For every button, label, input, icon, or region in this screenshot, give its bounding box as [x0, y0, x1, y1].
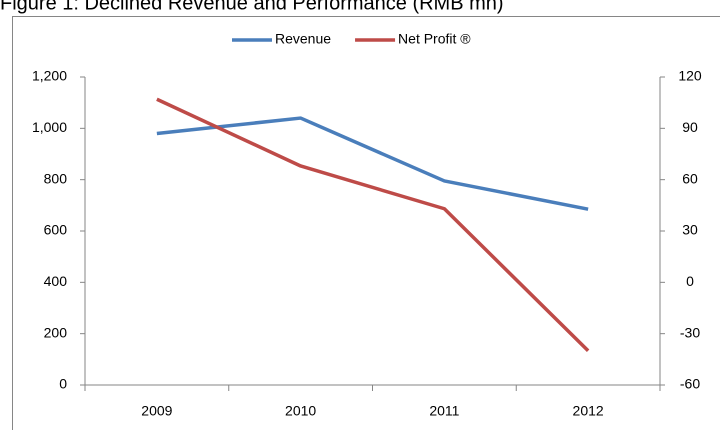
- y-tick-label: 600: [44, 222, 68, 238]
- chart-title: Figure 1: Declined Revenue and Performan…: [0, 0, 504, 14]
- y2-tick-label: 30: [682, 222, 698, 238]
- y2-tick-label: -60: [680, 376, 700, 392]
- x-tick-label: 2012: [573, 403, 604, 419]
- y2-tick-label: 90: [682, 119, 698, 135]
- y-tick-label: 1,200: [32, 68, 67, 84]
- x-tick-label: 2009: [141, 403, 172, 419]
- y2-tick-label: 120: [678, 68, 702, 84]
- line-series: [156, 97, 590, 353]
- chart-frame: [12, 16, 720, 430]
- y-tick-label: 1,000: [32, 119, 67, 135]
- y2-tick-label: -30: [680, 324, 700, 340]
- legend-label: Revenue: [275, 31, 331, 47]
- legend: Revenue Net Profit ®: [232, 31, 471, 47]
- x-tick-label: 2011: [429, 403, 459, 419]
- y2-tick-label: 60: [682, 170, 698, 186]
- y-tick-label: 0: [59, 376, 67, 392]
- x-tick-label: 2010: [285, 403, 316, 419]
- y-tick-label: 800: [44, 170, 68, 186]
- line-series: [156, 116, 589, 211]
- y-tick-label: 200: [44, 324, 68, 340]
- legend-label: Net Profit ®: [398, 31, 471, 47]
- y-tick-label: 400: [44, 273, 68, 289]
- y2-tick-label: 0: [686, 273, 694, 289]
